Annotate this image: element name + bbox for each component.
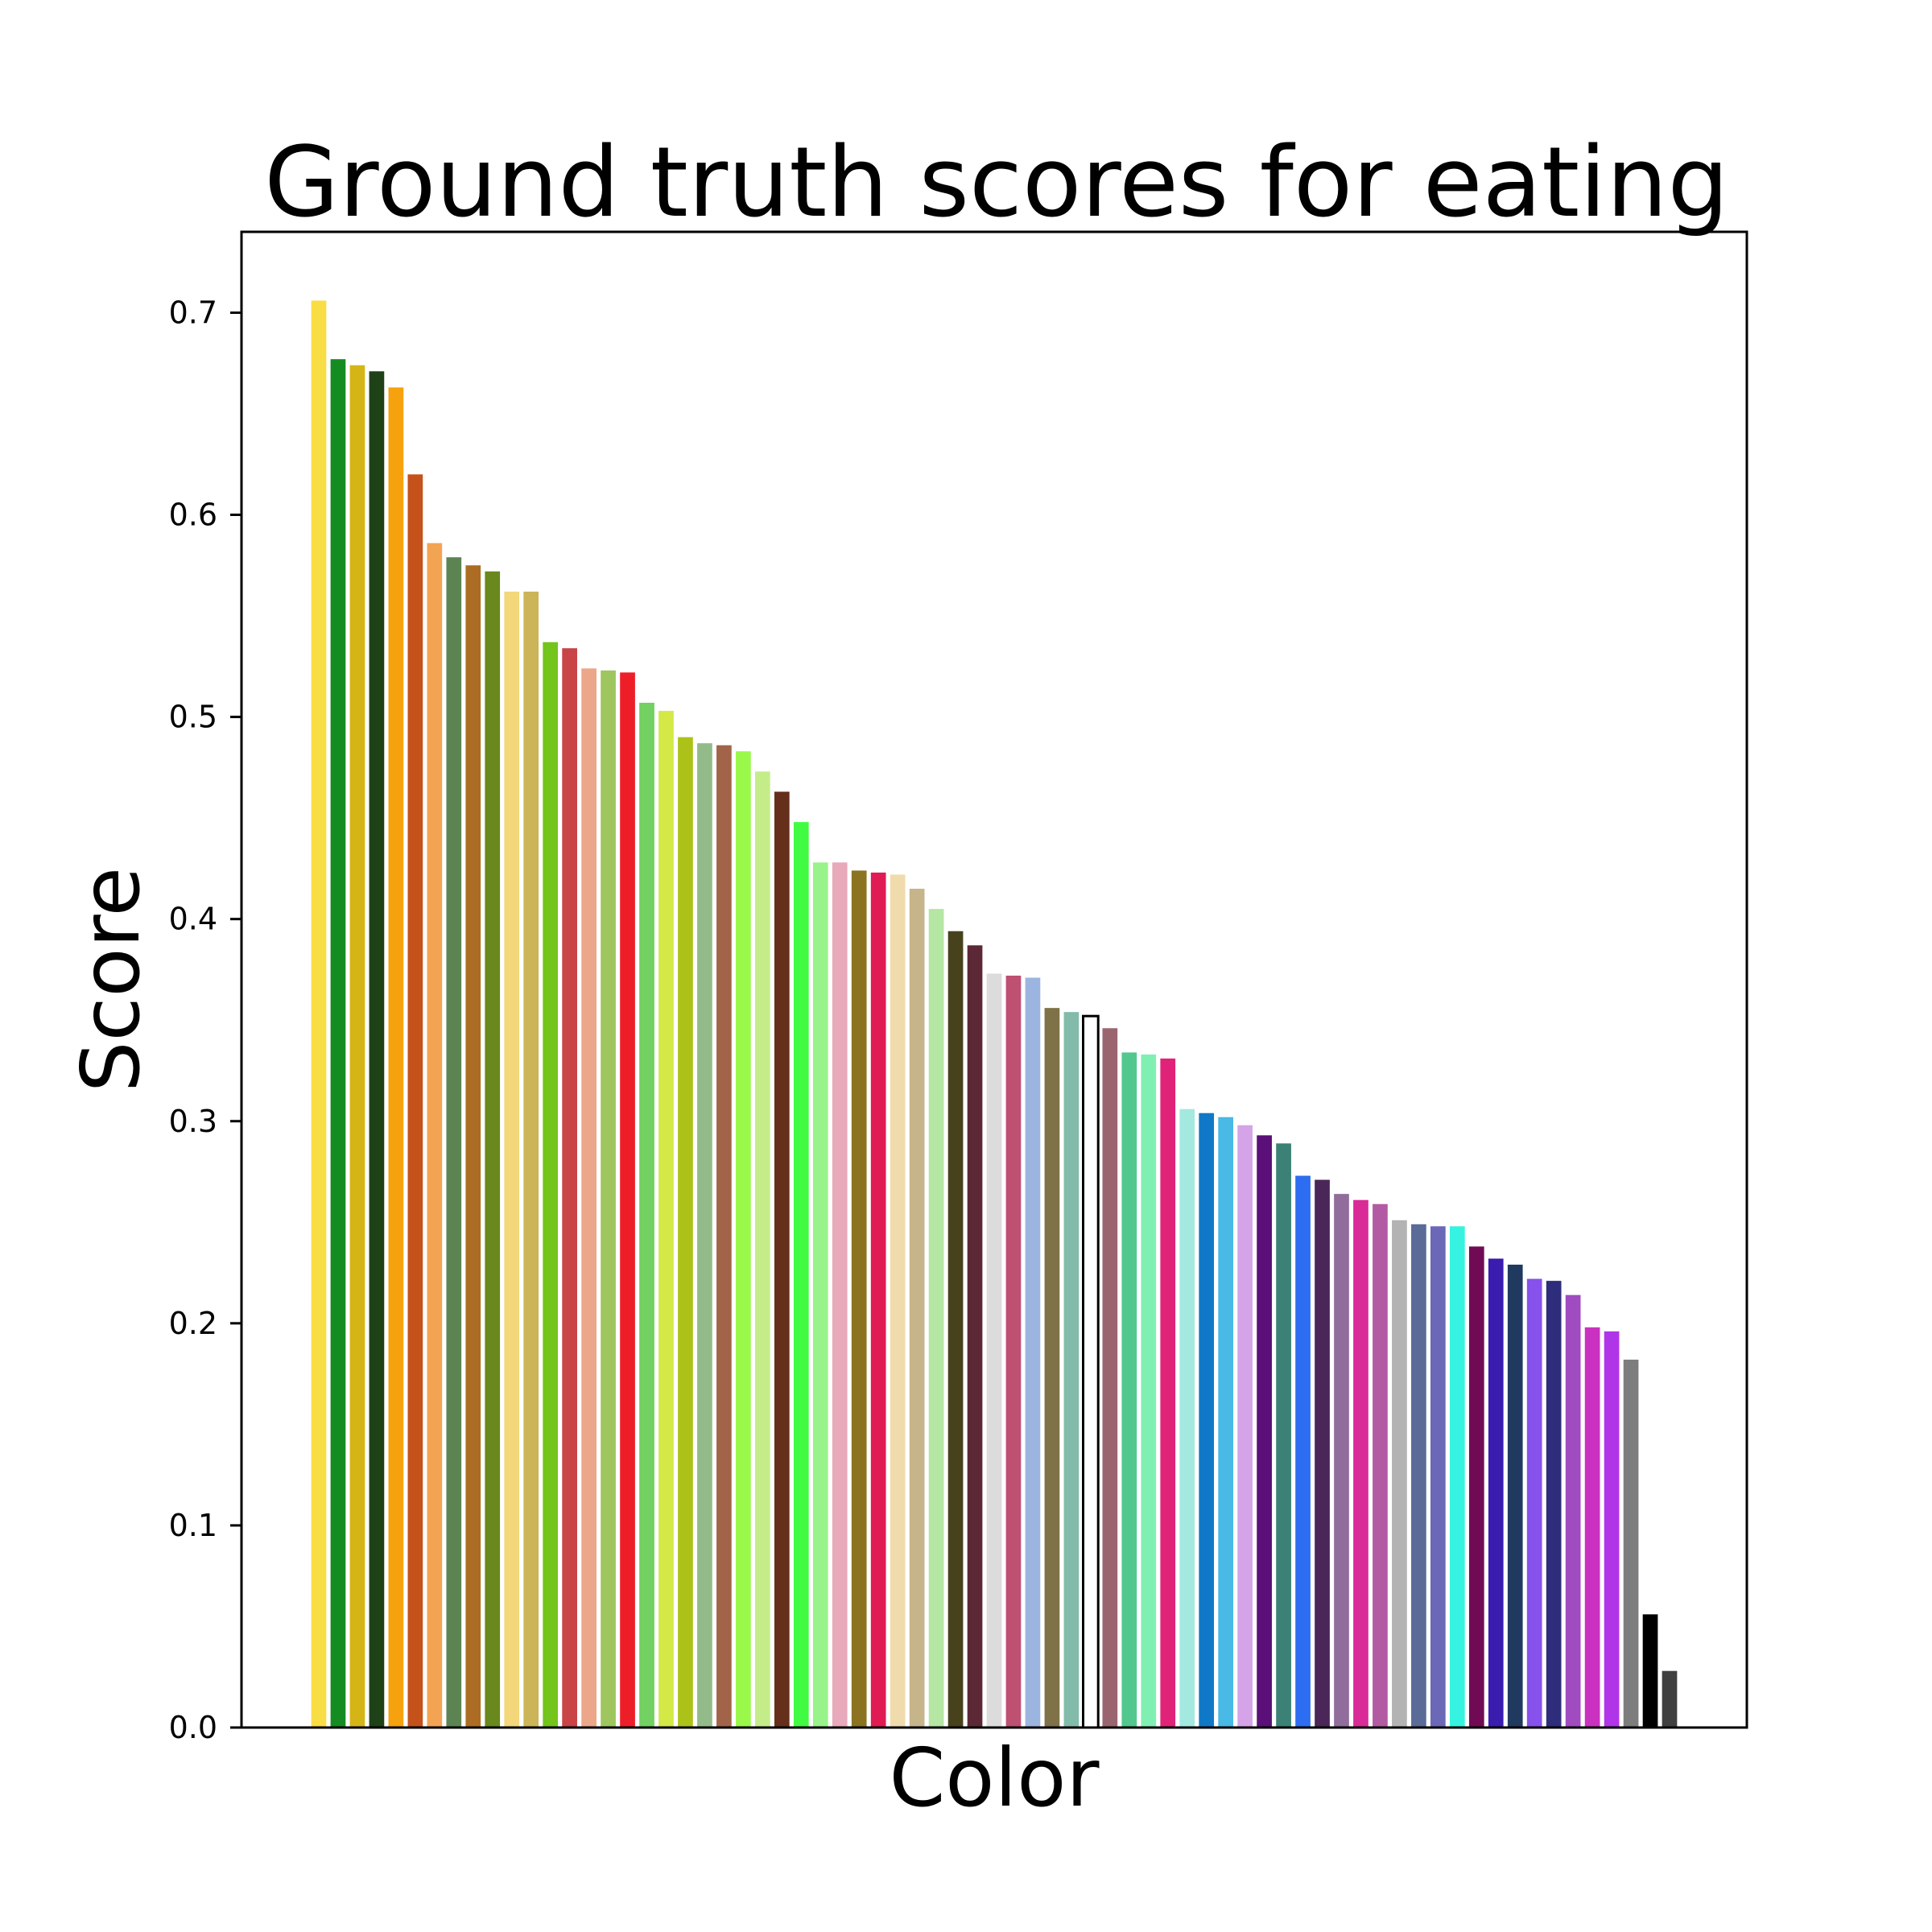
bar-70 xyxy=(1642,1614,1658,1728)
bar-58 xyxy=(1411,1224,1426,1728)
bar-9 xyxy=(465,565,481,1728)
bar-62 xyxy=(1488,1258,1504,1728)
bar-48 xyxy=(1218,1117,1234,1728)
y-tick-label-7: 0.7 xyxy=(169,295,217,330)
bar-59 xyxy=(1430,1226,1446,1728)
bar-67 xyxy=(1584,1327,1600,1728)
bar-55 xyxy=(1353,1199,1368,1728)
bar-65 xyxy=(1546,1281,1562,1728)
bar-71 xyxy=(1662,1670,1678,1728)
bar-56 xyxy=(1373,1203,1388,1728)
bar-15 xyxy=(581,668,597,1728)
bar-47 xyxy=(1199,1113,1215,1728)
bar-45 xyxy=(1160,1058,1176,1728)
bar-40 xyxy=(1063,1012,1080,1728)
bar-39 xyxy=(1044,1008,1060,1728)
bar-7 xyxy=(427,543,443,1728)
bar-11 xyxy=(504,591,520,1728)
x-axis-label: Color xyxy=(889,1731,1100,1825)
bar-26 xyxy=(793,822,809,1728)
bar-41 xyxy=(1082,1014,1100,1729)
bar-6 xyxy=(407,474,423,1728)
bar-29 xyxy=(851,870,867,1728)
y-tick-label-0: 0.0 xyxy=(169,1710,217,1745)
bar-66 xyxy=(1565,1294,1581,1728)
bar-50 xyxy=(1257,1135,1272,1728)
bar-46 xyxy=(1179,1108,1195,1728)
bar-1 xyxy=(311,300,327,1728)
bar-20 xyxy=(678,737,693,1728)
bar-68 xyxy=(1604,1331,1620,1728)
bar-8 xyxy=(446,557,462,1728)
bar-3 xyxy=(349,365,365,1728)
bar-18 xyxy=(639,703,654,1728)
bar-60 xyxy=(1449,1226,1465,1728)
bar-37 xyxy=(1005,975,1022,1728)
plot-frame xyxy=(240,230,1748,1729)
bar-38 xyxy=(1025,977,1041,1728)
bar-49 xyxy=(1237,1125,1253,1728)
bar-10 xyxy=(485,571,501,1728)
bar-52 xyxy=(1295,1175,1311,1728)
bar-69 xyxy=(1623,1360,1639,1728)
bar-19 xyxy=(658,711,674,1728)
bar-28 xyxy=(832,862,848,1728)
y-tick-label-3: 0.3 xyxy=(169,1104,217,1139)
bar-17 xyxy=(620,672,635,1728)
bar-16 xyxy=(601,670,616,1728)
bar-23 xyxy=(736,751,751,1728)
bar-35 xyxy=(967,945,983,1728)
y-tick-label-1: 0.1 xyxy=(169,1508,217,1543)
bar-25 xyxy=(774,791,790,1728)
bar-31 xyxy=(890,874,906,1728)
bar-64 xyxy=(1526,1278,1542,1728)
y-axis-ticks: 0.0 0.1 0.2 0.3 0.4 0.5 0.6 0.7 xyxy=(169,295,242,1745)
bars-group xyxy=(311,300,1678,1729)
bar-57 xyxy=(1392,1220,1407,1728)
bar-43 xyxy=(1121,1052,1137,1728)
bar-42 xyxy=(1102,1028,1118,1728)
bar-24 xyxy=(754,771,770,1728)
bar-4 xyxy=(369,371,385,1728)
bar-22 xyxy=(716,745,732,1728)
bar-54 xyxy=(1334,1194,1349,1728)
bar-2 xyxy=(330,359,346,1728)
y-tick-label-2: 0.2 xyxy=(169,1306,217,1341)
bar-14 xyxy=(562,648,577,1728)
bar-12 xyxy=(523,591,539,1728)
bar-36 xyxy=(986,973,1002,1728)
y-tick-label-4: 0.4 xyxy=(169,902,217,937)
y-tick-label-6: 0.6 xyxy=(169,497,217,533)
y-tick-label-5: 0.5 xyxy=(169,700,217,735)
bar-21 xyxy=(697,743,712,1728)
bar-30 xyxy=(870,872,886,1728)
bar-53 xyxy=(1315,1179,1330,1728)
bar-61 xyxy=(1468,1246,1484,1728)
bar-32 xyxy=(909,889,925,1728)
bar-5 xyxy=(388,387,404,1728)
bar-34 xyxy=(947,931,964,1728)
bar-63 xyxy=(1507,1265,1523,1728)
bar-33 xyxy=(928,909,944,1728)
bar-13 xyxy=(543,642,559,1728)
y-axis-label: Score xyxy=(64,867,158,1092)
bar-44 xyxy=(1141,1054,1157,1728)
chart-title: Ground truth scores for eating xyxy=(264,127,1728,239)
bar-51 xyxy=(1276,1143,1291,1728)
bar-27 xyxy=(812,862,828,1728)
